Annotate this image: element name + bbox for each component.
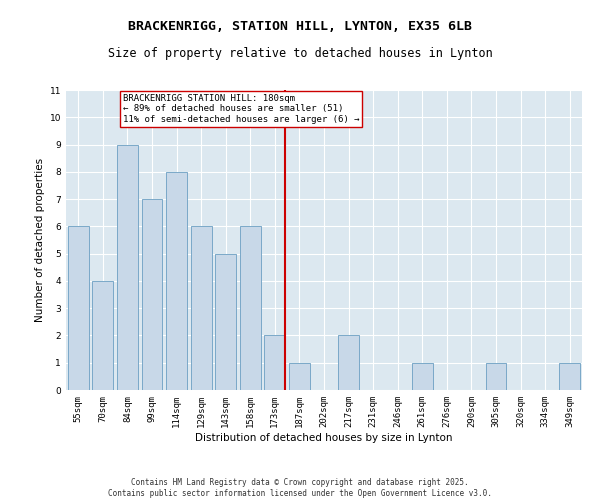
Y-axis label: Number of detached properties: Number of detached properties (35, 158, 46, 322)
Bar (142, 199, 163, 390)
Text: BRACKENRIGG STATION HILL: 180sqm
← 89% of detached houses are smaller (51)
11% o: BRACKENRIGG STATION HILL: 180sqm ← 89% o… (122, 94, 359, 124)
Bar (559, 362, 580, 390)
Bar (92, 281, 113, 390)
Bar (338, 336, 359, 390)
Bar (265, 336, 286, 390)
Bar (68, 226, 89, 390)
Bar (240, 226, 261, 390)
Text: Contains HM Land Registry data © Crown copyright and database right 2025.
Contai: Contains HM Land Registry data © Crown c… (108, 478, 492, 498)
X-axis label: Distribution of detached houses by size in Lynton: Distribution of detached houses by size … (195, 432, 453, 442)
Bar (166, 172, 187, 390)
Bar (485, 362, 506, 390)
Bar (191, 226, 212, 390)
Bar (289, 362, 310, 390)
Text: Size of property relative to detached houses in Lynton: Size of property relative to detached ho… (107, 48, 493, 60)
Bar (412, 362, 433, 390)
Bar (117, 144, 138, 390)
Text: BRACKENRIGG, STATION HILL, LYNTON, EX35 6LB: BRACKENRIGG, STATION HILL, LYNTON, EX35 … (128, 20, 472, 33)
Bar (215, 254, 236, 390)
